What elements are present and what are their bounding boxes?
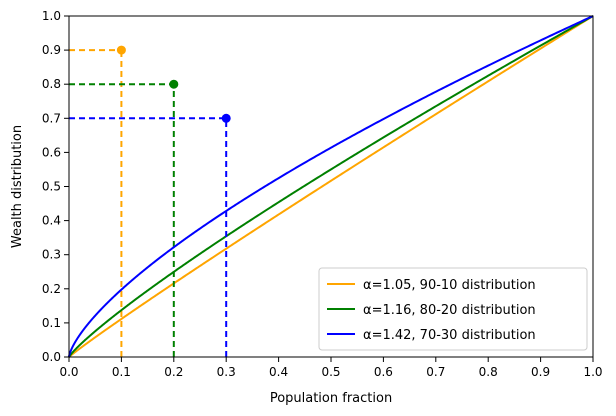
y-tick-label: 0.7 [42, 111, 61, 125]
series-line [68, 15, 594, 358]
series-line [68, 15, 594, 358]
x-tick-label: 0.3 [217, 365, 236, 379]
y-tick-label: 0.1 [42, 316, 61, 330]
x-tick-label: 0.2 [164, 365, 183, 379]
legend-box [318, 267, 588, 351]
y-tick-label: 0.8 [42, 77, 61, 91]
x-tick-label: 0.8 [479, 365, 498, 379]
x-tick-label: 0.5 [321, 365, 340, 379]
y-tick-label: 0.2 [42, 282, 61, 296]
series-line [68, 15, 594, 358]
y-tick-label: 0.5 [42, 180, 61, 194]
y-tick-label: 0.6 [42, 145, 61, 159]
series-marker [169, 79, 179, 89]
y-tick-label: 1.0 [42, 9, 61, 23]
x-tick-label: 0.6 [374, 365, 393, 379]
x-axis-label: Population fraction [270, 391, 392, 406]
series-marker [116, 45, 126, 55]
y-tick-label: 0.4 [42, 214, 61, 228]
legend-entry: α=1.16, 80-20 distribution [363, 303, 536, 318]
legend: α=1.05, 90-10 distribution α=1.16, 80-20 … [318, 267, 588, 351]
x-tick-label: 0.0 [59, 365, 78, 379]
plot-area [68, 15, 594, 358]
x-tick-label: 0.7 [426, 365, 445, 379]
series-layer [68, 15, 594, 358]
y-tick-label: 0.9 [42, 43, 61, 57]
y-axis-label: Wealth distribution [10, 125, 25, 248]
x-tick-label: 0.9 [531, 365, 550, 379]
x-axis: 0.0 0.1 0.2 0.3 0.4 0.5 0.6 0.7 0.8 0.9 1.0 [59, 357, 603, 379]
y-tick-label: 0.0 [42, 350, 61, 364]
x-tick-label: 1.0 [583, 365, 602, 379]
y-tick-label: 0.3 [42, 248, 61, 262]
y-axis: 0.0 0.1 0.2 0.3 0.4 0.5 0.6 0.7 0.8 0.9 1.0 [42, 9, 69, 364]
series-marker [221, 113, 231, 123]
x-tick-label: 0.1 [112, 365, 131, 379]
legend-entry: α=1.42, 70-30 distribution [363, 328, 536, 343]
x-tick-label: 0.4 [269, 365, 288, 379]
legend-entry: α=1.05, 90-10 distribution [363, 278, 536, 293]
